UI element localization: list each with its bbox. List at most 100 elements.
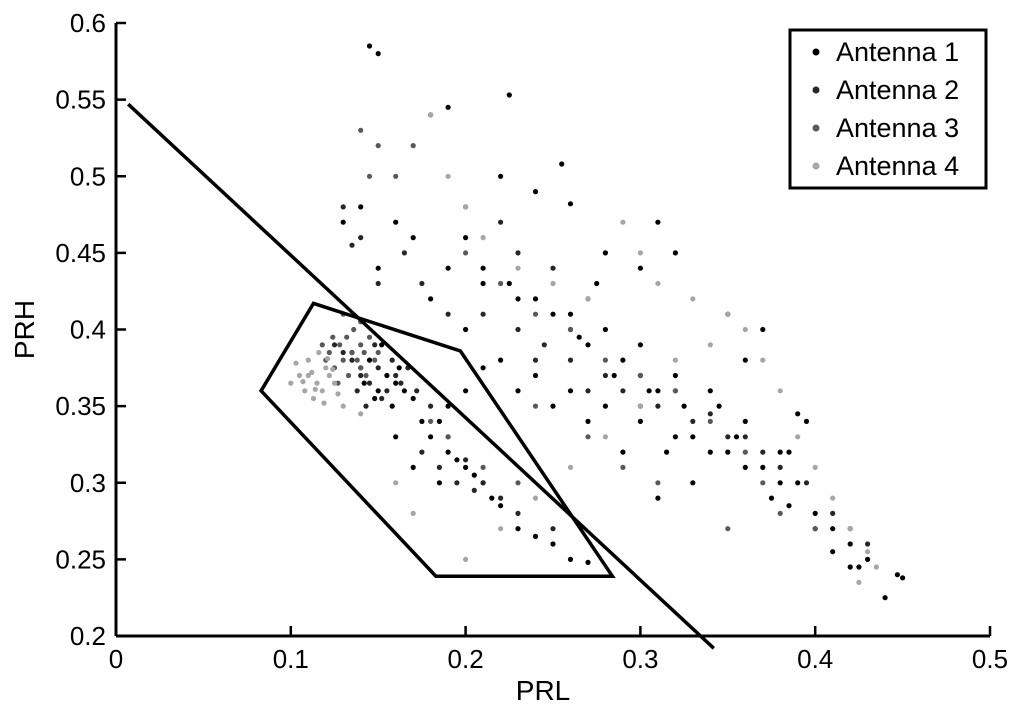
data-point <box>637 403 644 409</box>
data-point <box>330 366 336 372</box>
data-point <box>428 434 434 440</box>
data-point <box>620 449 626 455</box>
data-point <box>760 480 766 486</box>
data-point <box>363 372 369 379</box>
data-point <box>760 357 766 363</box>
data-point <box>445 434 451 440</box>
data-point <box>393 372 399 379</box>
data-point <box>830 549 836 555</box>
data-point <box>567 201 574 207</box>
data-point <box>567 556 574 563</box>
data-point <box>900 575 906 581</box>
data-point <box>445 311 451 317</box>
data-point <box>349 349 355 356</box>
data-point <box>760 449 766 455</box>
data-point <box>812 510 818 516</box>
data-point <box>354 357 360 363</box>
data-point <box>393 480 399 486</box>
data-point <box>463 204 469 210</box>
data-point <box>463 556 469 563</box>
data-point <box>847 564 853 570</box>
data-point <box>366 334 373 340</box>
data-point <box>319 342 325 348</box>
data-point <box>401 388 407 394</box>
data-point <box>515 388 521 394</box>
data-point <box>316 349 322 356</box>
data-point <box>358 127 364 133</box>
data-point <box>361 380 367 386</box>
data-point <box>428 112 434 118</box>
data-point <box>393 173 399 179</box>
y-axis-label: PRH <box>9 300 40 359</box>
data-point <box>366 173 373 179</box>
data-point <box>506 92 512 98</box>
data-point <box>363 403 369 409</box>
data-point <box>419 449 425 455</box>
x-tick-label: 0.5 <box>972 644 1008 674</box>
data-point <box>894 572 901 578</box>
axes-layer: 0 0.1 0.2 0.3 0.4 0.5 0.2 0.25 0.3 0.35 0.4 0.45 0.5… <box>9 8 1008 706</box>
data-point <box>620 219 626 225</box>
data-point <box>865 549 871 555</box>
data-point <box>419 280 425 287</box>
data-point <box>690 418 696 424</box>
series-1 <box>340 43 906 601</box>
data-point <box>786 503 792 509</box>
data-point <box>865 556 871 563</box>
data-point <box>716 403 722 409</box>
data-point <box>480 365 486 371</box>
data-point <box>337 342 343 348</box>
data-point <box>366 357 373 363</box>
data-point <box>847 526 853 532</box>
legend-marker <box>812 162 820 170</box>
data-point <box>707 449 713 455</box>
data-point <box>637 250 644 256</box>
data-point <box>707 342 713 348</box>
data-point <box>326 349 332 356</box>
data-point <box>445 265 451 271</box>
data-point <box>707 418 713 424</box>
data-point <box>384 388 390 394</box>
data-point <box>358 235 364 241</box>
data-point <box>436 418 442 424</box>
data-point <box>335 391 341 397</box>
data-point <box>777 449 783 455</box>
data-point <box>354 388 360 394</box>
data-point <box>498 219 504 225</box>
y-tick-label: 0.5 <box>70 161 106 191</box>
data-point <box>742 434 748 440</box>
data-point <box>550 265 556 271</box>
data-point <box>795 411 801 417</box>
data-point <box>803 418 810 424</box>
x-tick-label: 0.4 <box>797 644 833 674</box>
data-point <box>358 342 364 348</box>
data-point <box>375 280 381 287</box>
data-point <box>389 357 395 363</box>
data-point <box>463 326 469 333</box>
data-point <box>882 595 888 601</box>
data-point <box>463 235 469 241</box>
data-point <box>366 380 373 386</box>
data-point <box>742 357 748 363</box>
data-point <box>454 457 460 463</box>
data-point <box>602 250 609 256</box>
data-point <box>330 334 336 340</box>
data-point <box>379 342 385 348</box>
data-point <box>300 379 306 385</box>
data-point <box>672 388 679 394</box>
data-point <box>637 372 644 379</box>
data-point <box>480 265 486 271</box>
data-point <box>463 457 469 463</box>
data-point <box>393 219 399 225</box>
points-layer <box>288 43 906 601</box>
data-point <box>550 541 556 547</box>
data-point <box>559 161 565 167</box>
data-point <box>498 503 504 509</box>
data-point <box>349 242 355 248</box>
data-point <box>410 143 416 149</box>
data-point <box>340 403 346 409</box>
x-tick-label: 0.2 <box>448 644 484 674</box>
data-point <box>349 357 355 363</box>
y-tick-label: 0.2 <box>70 621 106 651</box>
